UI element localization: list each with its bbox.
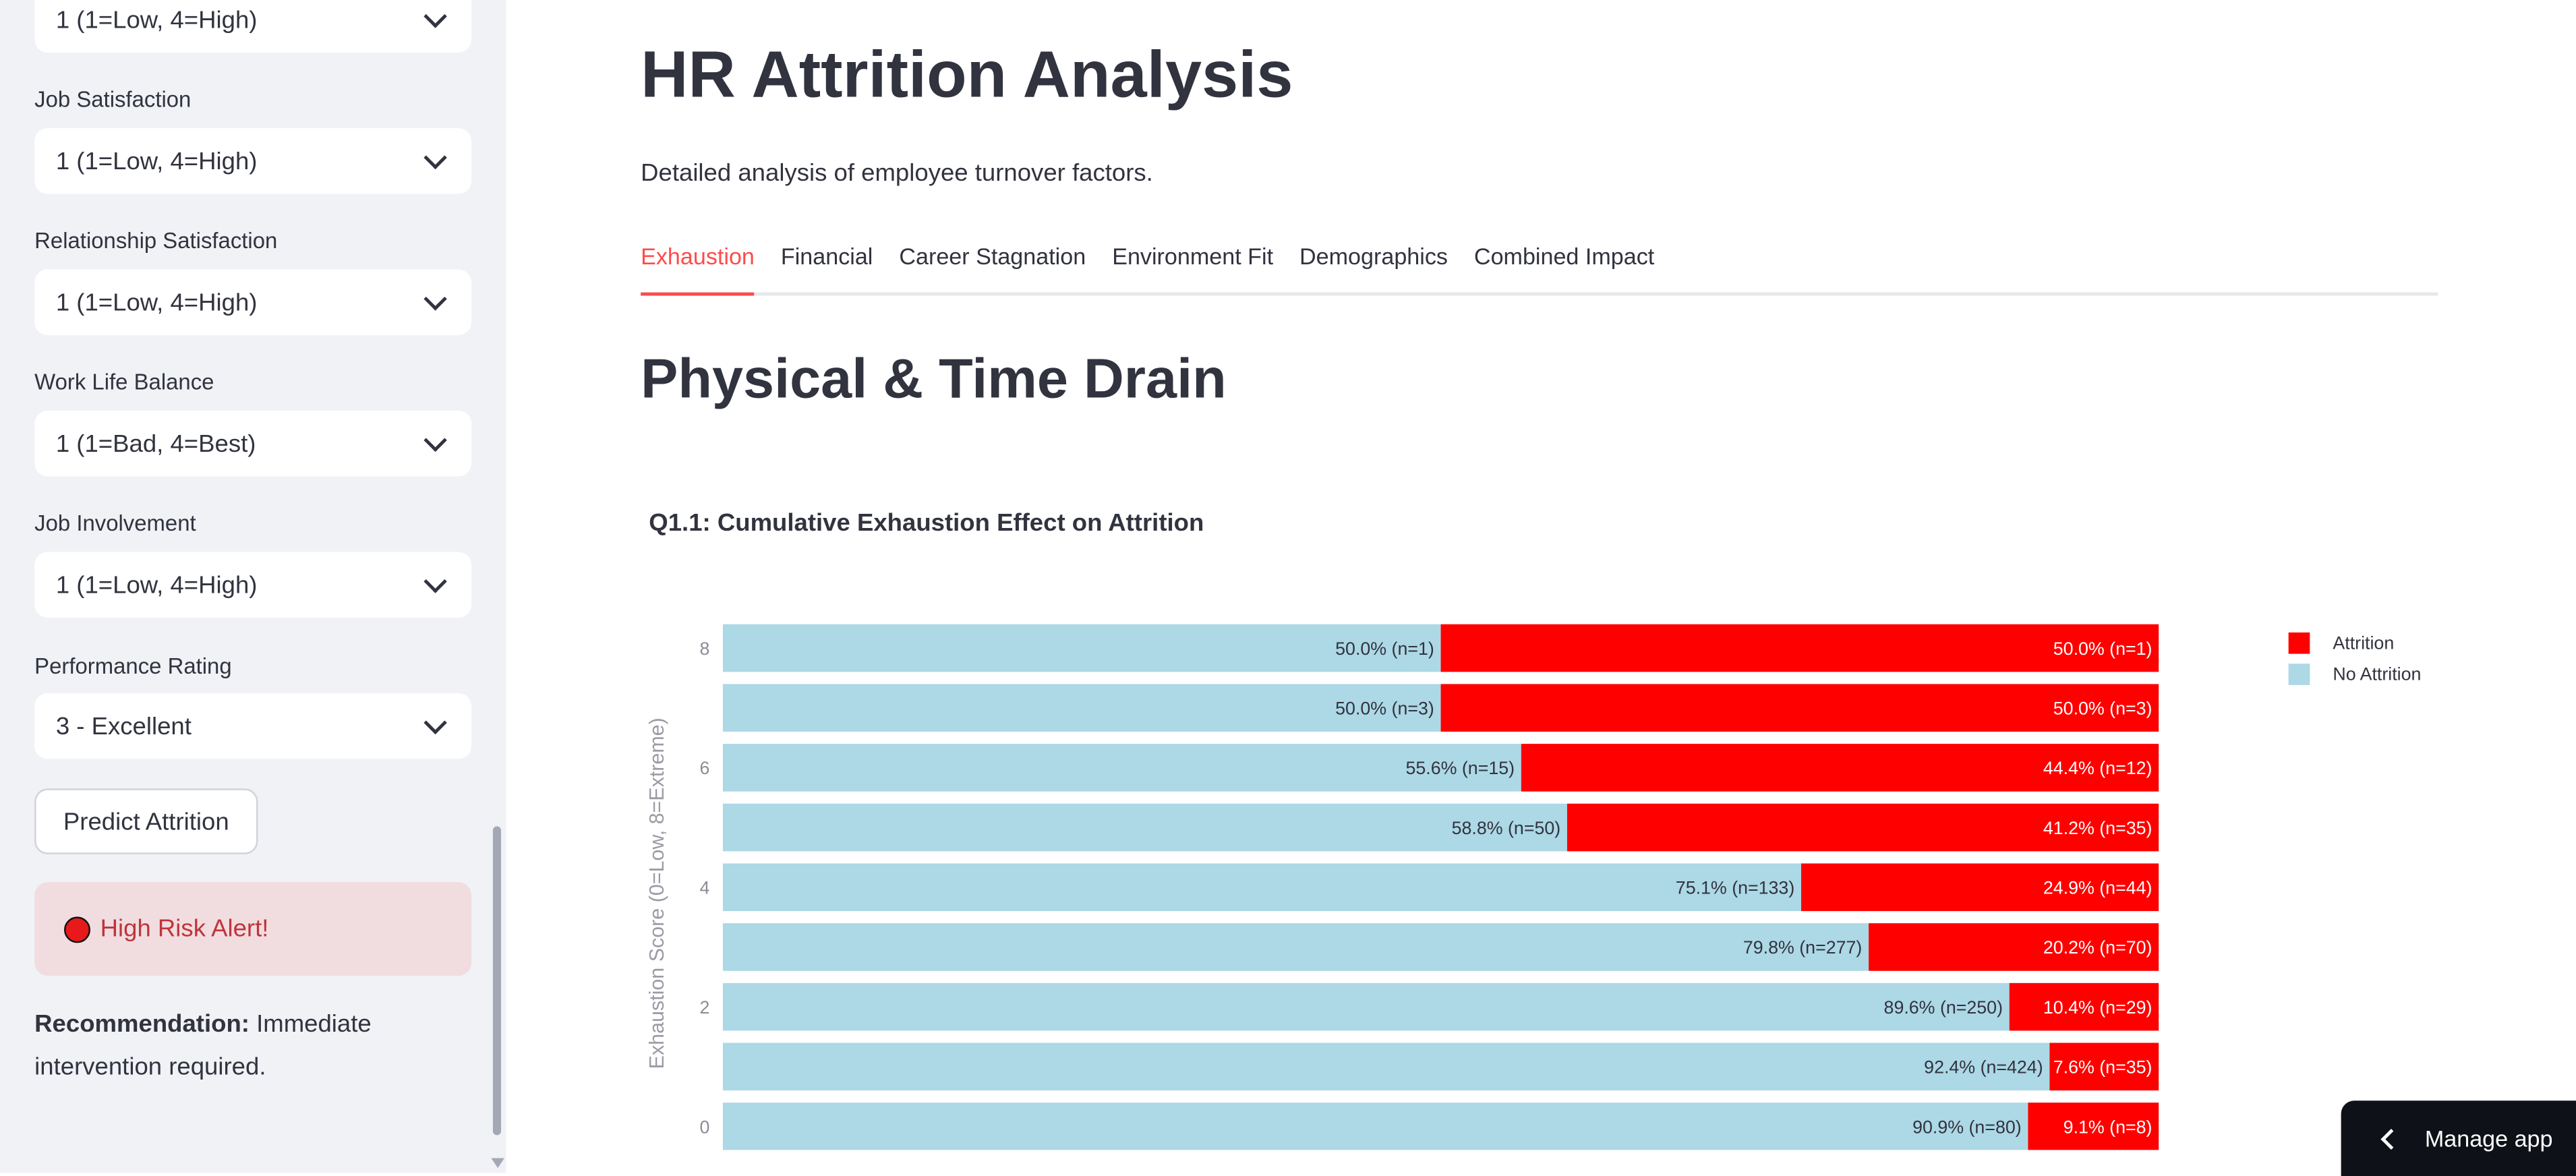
exhaustion-attrition-chart: 90.9% (n=80) 9.1% (n=8) 0 92.4% (n=424) 7.6%… [645,624,2421,1150]
y-tick-label: 4 [700,878,710,898]
label-performance-rating: Performance Rating [34,653,232,679]
label-no-attrition: 89.6% (n=250) [1884,997,2003,1018]
bar-no-attrition [722,1042,2050,1091]
label-attrition: 7.6% (n=35) [2053,1057,2153,1078]
recommendation-label: Recommendation: [34,1010,250,1038]
label-attrition: 41.2% (n=35) [2043,818,2153,838]
y-tick-label: 0 [700,1117,710,1137]
label-job-satisfaction: Job Satisfaction [34,87,192,112]
bar-attrition [1801,863,2159,912]
legend-swatch [2288,664,2310,685]
section-title: Physical & Time Drain [641,348,1227,411]
label-no-attrition: 75.1% (n=133) [1676,878,1794,898]
bar-no-attrition [722,863,1802,912]
select-value: 1 (1=Low, 4=High) [55,570,258,599]
alert-text: High Risk Alert! [100,914,269,943]
label-no-attrition: 90.9% (n=80) [1912,1117,2022,1137]
tabs: Exhaustion Financial Career Stagnation E… [641,230,2438,296]
select-value: 1 (1=Low, 4=High) [55,147,258,175]
legend-swatch [2288,632,2310,654]
tab-financial[interactable]: Financial [780,243,873,270]
label-job-involvement: Job Involvement [34,510,196,536]
bar-no-attrition [722,1102,2028,1150]
bar-attrition [2009,982,2159,1031]
bar-no-attrition [722,624,1441,672]
bar-no-attrition [722,982,2010,1031]
select-performance-rating[interactable]: 3 - Excellent [34,693,472,759]
select-top[interactable]: 1 (1=Low, 4=High) [34,0,472,53]
bar-attrition [2049,1042,2159,1091]
tab-exhaustion[interactable]: Exhaustion [641,230,755,296]
red-circle-icon [64,916,90,943]
bar-attrition [1521,744,2159,792]
label-attrition: 20.2% (n=70) [2043,937,2153,958]
legend-label: No Attrition [2333,664,2421,684]
bar-no-attrition [722,803,1567,852]
select-value: 1 (1=Bad, 4=Best) [55,430,256,458]
chevron-down-icon [423,286,447,310]
label-attrition: 50.0% (n=3) [2053,699,2153,719]
label-no-attrition: 92.4% (n=424) [1924,1057,2043,1078]
select-relationship-satisfaction[interactable]: 1 (1=Low, 4=High) [34,269,472,335]
sidebar: 1 (1=Low, 4=High) Job Satisfaction 1 (1=… [0,0,506,1173]
label-attrition: 24.9% (n=44) [2043,878,2153,898]
scroll-down-arrow-icon[interactable] [491,1158,504,1169]
bar-no-attrition [722,923,1869,971]
label-no-attrition: 58.8% (n=50) [1452,818,1561,838]
manage-app-button[interactable]: Manage app [2341,1100,2576,1176]
label-no-attrition: 50.0% (n=1) [1335,639,1434,659]
y-tick-label: 6 [700,758,710,778]
y-tick-label: 8 [700,639,710,659]
select-value: 3 - Excellent [55,712,192,740]
y-tick-label: 2 [700,997,710,1018]
chevron-down-icon [423,710,447,734]
page-title: HR Attrition Analysis [641,39,1293,112]
bar-no-attrition [722,744,1521,792]
tab-combined-impact[interactable]: Combined Impact [1473,243,1655,270]
chart-title: Q1.1: Cumulative Exhaustion Effect on At… [649,509,1204,537]
select-job-satisfaction[interactable]: 1 (1=Low, 4=High) [34,128,472,194]
label-no-attrition: 79.8% (n=277) [1743,937,1862,958]
select-value: 1 (1=Low, 4=High) [55,5,258,34]
sidebar-scrollbar[interactable] [492,826,502,1136]
chevron-down-icon [423,568,447,593]
bar-attrition [2028,1102,2159,1150]
bar-attrition [1440,624,2159,672]
select-job-involvement[interactable]: 1 (1=Low, 4=High) [34,552,472,618]
label-no-attrition: 55.6% (n=15) [1406,758,1515,778]
high-risk-alert: High Risk Alert! [34,882,472,976]
tab-demographics[interactable]: Demographics [1299,243,1448,270]
chevron-down-icon [423,145,447,169]
bar-attrition [1440,684,2159,732]
select-value: 1 (1=Low, 4=High) [55,288,258,316]
label-attrition: 9.1% (n=8) [2063,1117,2153,1137]
recommendation: Recommendation: Immediate intervention r… [34,1004,429,1090]
bar-no-attrition [722,684,1441,732]
bar-attrition [1567,803,2159,852]
y-axis-label: Exhaustion Score (0=Low, 8=Extreme) [645,717,668,1069]
label-attrition: 44.4% (n=12) [2043,758,2153,778]
chevron-down-icon [423,428,447,451]
label-relationship-satisfaction: Relationship Satisfaction [34,228,278,254]
label-attrition: 10.4% (n=29) [2043,997,2153,1018]
tab-career-stagnation[interactable]: Career Stagnation [899,243,1086,270]
page-subtitle: Detailed analysis of employee turnover f… [641,159,1153,187]
chevron-down-icon [423,3,447,28]
recommendation-text: Immediate intervention required. [34,1010,372,1082]
predict-attrition-button[interactable]: Predict Attrition [34,788,258,854]
tab-environment-fit[interactable]: Environment Fit [1112,243,1274,270]
manage-app-label: Manage app [2424,1125,2553,1152]
select-work-life-balance[interactable]: 1 (1=Bad, 4=Best) [34,411,472,477]
label-work-life-balance: Work Life Balance [34,370,214,394]
chevron-left-icon [2380,1127,2402,1149]
legend-label: Attrition [2333,633,2394,653]
bar-attrition [1869,923,2159,971]
label-no-attrition: 50.0% (n=3) [1335,699,1434,719]
label-attrition: 50.0% (n=1) [2053,639,2153,659]
